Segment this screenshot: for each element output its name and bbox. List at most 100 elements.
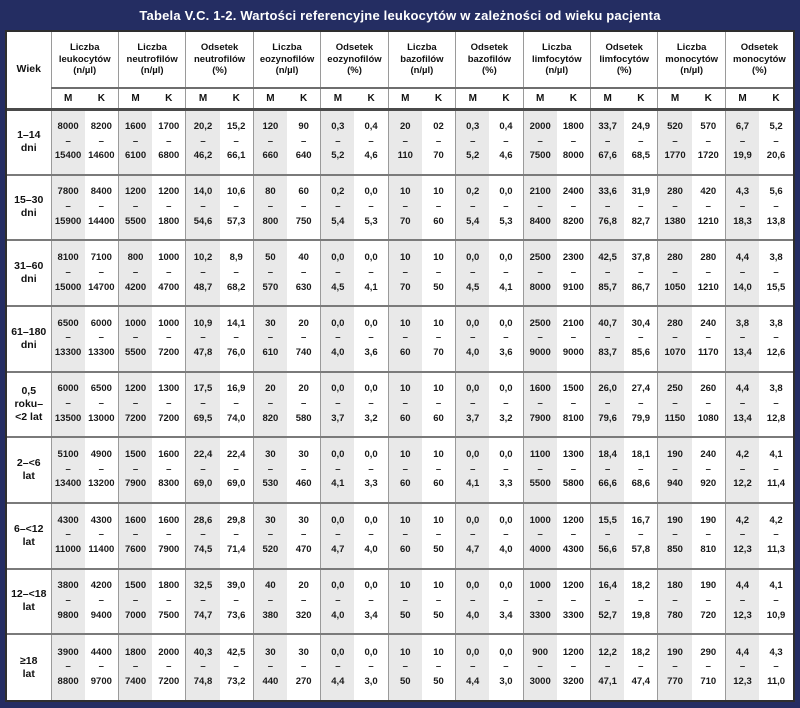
range-cell: 4,2 – 12,2 [724, 437, 760, 504]
age-range-label: 1–14 dni [7, 109, 52, 176]
range-cell: 900 – 3000 [522, 634, 557, 700]
range-cell: 10 – 70 [421, 305, 456, 373]
range-cell: 17,5 – 69,5 [185, 371, 220, 439]
subheader-m: M [252, 88, 288, 111]
range-cell: 15,2 – 66,1 [219, 109, 254, 176]
subheader-m: M [50, 88, 85, 111]
range-cell: 0,0 – 4,4 [455, 634, 490, 700]
subheader-k: K [354, 88, 389, 111]
range-cell: 60 – 750 [287, 174, 321, 242]
range-cell: 0,3 – 5,2 [320, 109, 355, 176]
col-header-eosinophil-count: Liczba eozynofilów (n/µl) [252, 32, 321, 89]
range-cell: 32,5 – 74,7 [185, 568, 220, 636]
range-cell: 2100 – 8400 [522, 174, 557, 242]
range-cell: 1500 – 7900 [117, 437, 153, 504]
range-cell: 6,7 – 19,9 [724, 109, 760, 176]
age-range-label: 0,5 roku– <2 lat [7, 371, 52, 439]
range-cell: 02 – 70 [421, 109, 456, 176]
range-cell: 20 – 110 [387, 109, 422, 176]
subheader-m: M [657, 88, 692, 111]
subheader-m: M [522, 88, 557, 111]
range-cell: 0,0 – 4,1 [320, 437, 355, 504]
range-cell: 12,2 – 47,1 [590, 634, 625, 700]
range-cell: 6500 – 13000 [84, 371, 119, 439]
range-cell: 2100 – 9000 [556, 305, 591, 373]
range-cell: 10 – 50 [421, 634, 456, 700]
col-header-lymphocyte-percent: Odsetek limfocytów (%) [589, 32, 658, 89]
subheader-k: K [691, 88, 726, 111]
age-range-label: 61–180 dni [7, 305, 52, 373]
range-cell: 1800 – 7500 [152, 568, 186, 636]
range-cell: 190 – 940 [657, 437, 692, 504]
range-cell: 27,4 – 79,9 [624, 371, 658, 439]
range-cell: 6000 – 13300 [84, 305, 119, 373]
range-cell: 42,5 – 85,7 [590, 240, 625, 307]
range-cell: 10,2 – 48,7 [185, 240, 220, 307]
col-header-neutrophil-percent: Odsetek neutrofilów (%) [185, 32, 254, 89]
subheader-k: K [287, 88, 321, 111]
range-cell: 4,1 – 11,4 [759, 437, 793, 504]
range-cell: 260 – 1080 [691, 371, 726, 439]
range-cell: 6500 – 13300 [50, 305, 85, 373]
range-cell: 37,8 – 86,7 [624, 240, 658, 307]
range-cell: 18,2 – 19,8 [624, 568, 658, 636]
range-cell: 26,0 – 79,6 [590, 371, 625, 439]
col-header-basophil-percent: Odsetek bazofilów (%) [455, 32, 524, 89]
range-cell: 7800 – 15900 [50, 174, 85, 242]
range-cell: 15,5 – 56,6 [590, 502, 625, 570]
range-cell: 0,0 – 3,6 [489, 305, 524, 373]
range-cell: 0,0 – 4,0 [455, 305, 490, 373]
range-cell: 10 – 70 [387, 174, 422, 242]
range-cell: 30 – 610 [252, 305, 288, 373]
table-title: Tabela V.C. 1-2. Wartości referencyjne l… [139, 7, 661, 23]
range-cell: 39,0 – 73,6 [219, 568, 254, 636]
range-cell: 5,2 – 20,6 [759, 109, 793, 176]
range-cell: 30 – 520 [252, 502, 288, 570]
col-header-monocyte-percent: Odsetek monocytów (%) [724, 32, 793, 89]
range-cell: 10 – 50 [421, 502, 456, 570]
range-cell: 42,5 – 73,2 [219, 634, 254, 700]
range-cell: 0,0 – 3,0 [489, 634, 524, 700]
range-cell: 8400 – 14400 [84, 174, 119, 242]
range-cell: 18,2 – 47,4 [624, 634, 658, 700]
range-cell: 4300 – 11000 [50, 502, 85, 570]
range-cell: 1200 – 7200 [117, 371, 153, 439]
range-cell: 8100 – 15000 [50, 240, 85, 307]
range-cell: 0,0 – 4,0 [354, 502, 389, 570]
range-cell: 14,0 – 54,6 [185, 174, 220, 242]
range-cell: 1500 – 8100 [556, 371, 591, 439]
table-row: 12–<18 lat 3800 – 9800 4200 – 9400 1500 – 7… [7, 568, 793, 636]
subheader-m: M [185, 88, 220, 111]
range-cell: 28,6 – 74,5 [185, 502, 220, 570]
subheader-m: M [724, 88, 760, 111]
range-cell: 40 – 630 [287, 240, 321, 307]
range-cell: 4,4 – 12,3 [724, 634, 760, 700]
range-cell: 120 – 660 [252, 109, 288, 176]
range-cell: 1000 – 4000 [522, 502, 557, 570]
range-cell: 20 – 320 [287, 568, 321, 636]
range-cell: 0,0 – 3,4 [489, 568, 524, 636]
range-cell: 5,6 – 13,8 [759, 174, 793, 242]
range-cell: 0,0 – 4,7 [455, 502, 490, 570]
col-header-basophil-count: Liczba bazofilów (n/µl) [387, 32, 456, 89]
range-cell: 4400 – 9700 [84, 634, 119, 700]
range-cell: 190 – 770 [657, 634, 692, 700]
range-cell: 0,0 – 5,3 [354, 174, 389, 242]
range-cell: 570 – 1720 [691, 109, 726, 176]
range-cell: 10 – 60 [387, 305, 422, 373]
subheader-k: K [84, 88, 119, 111]
range-cell: 10 – 50 [421, 568, 456, 636]
range-cell: 10 – 60 [387, 371, 422, 439]
range-cell: 1200 – 3200 [556, 634, 591, 700]
range-cell: 0,0 – 4,1 [489, 240, 524, 307]
range-cell: 10,6 – 57,3 [219, 174, 254, 242]
range-cell: 1100 – 5500 [522, 437, 557, 504]
range-cell: 16,4 – 52,7 [590, 568, 625, 636]
range-cell: 10,9 – 47,8 [185, 305, 220, 373]
range-cell: 4200 – 9400 [84, 568, 119, 636]
range-cell: 40,3 – 74,8 [185, 634, 220, 700]
range-cell: 4900 – 13200 [84, 437, 119, 504]
range-cell: 1800 – 8000 [556, 109, 591, 176]
range-cell: 2000 – 7500 [522, 109, 557, 176]
